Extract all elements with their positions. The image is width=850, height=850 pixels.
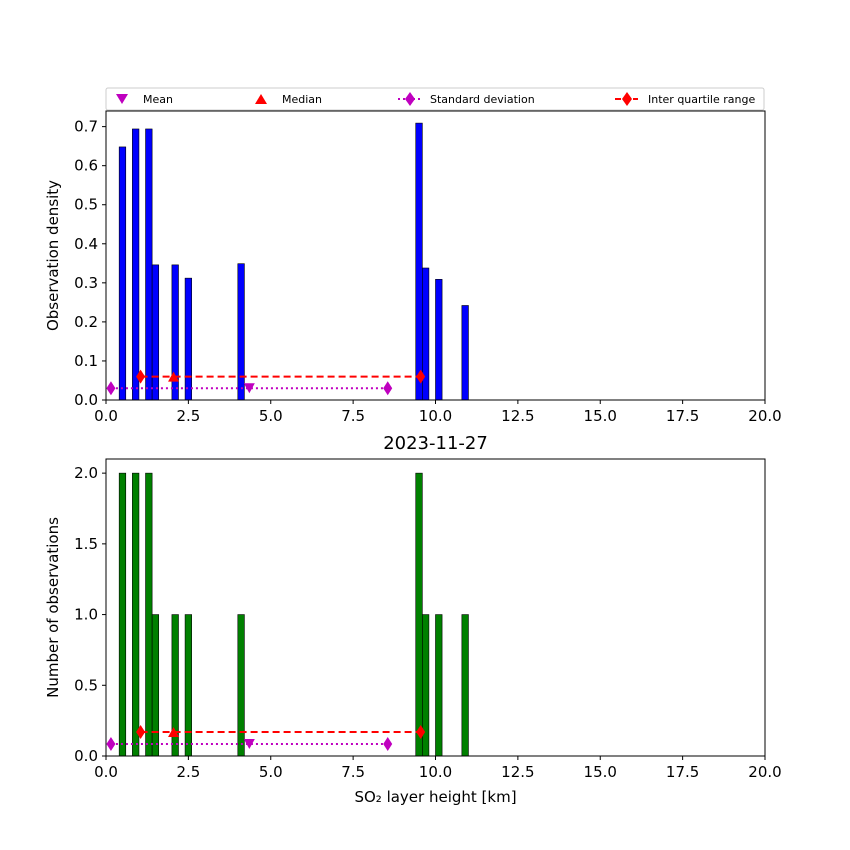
density-median-marker (168, 371, 180, 382)
count-bar-7 (237, 614, 245, 757)
count-bar-6 (184, 614, 192, 757)
count-x-tick-label-9: 20.0 (748, 763, 781, 781)
legend-frame (105, 87, 765, 111)
density-x-tick-label-5: 10.0 (419, 407, 452, 425)
density-y-ticks: 0.0 0.1 0.2 0.3 0.4 0.5 0.6 0.7 (74, 118, 106, 409)
count-chart-title: 2023-11-27 (383, 433, 488, 454)
density-x-tick-label-8: 17.5 (666, 407, 699, 425)
count-bars (118, 472, 469, 757)
density-x-tick-label-6: 12.5 (501, 407, 534, 425)
count-x-axis-label: SO₂ layer height [km] (354, 788, 516, 806)
count-x-tick-label-8: 17.5 (666, 763, 699, 781)
legend-label-mean: Mean (143, 93, 173, 106)
density-x-ticks: 0.0 2.5 5.0 7.5 10.0 12.5 15.0 17.5 20.0 (94, 400, 782, 425)
count-mean-marker (243, 738, 255, 749)
density-bar-11 (461, 305, 469, 401)
count-std-marker-2 (383, 736, 393, 751)
count-bar-4 (151, 614, 160, 757)
density-stats (106, 369, 426, 396)
count-y-tick-label-4: 1.5 (74, 535, 98, 553)
density-bar-4 (151, 264, 160, 401)
count-iqr-marker-1 (136, 724, 146, 739)
density-y-tick-label-2: 0.1 (74, 352, 98, 370)
density-bar-10 (435, 279, 443, 401)
count-x-tick-label-2: 2.5 (176, 763, 200, 781)
count-median-marker (168, 726, 180, 737)
density-std-marker-1 (106, 381, 116, 396)
density-std-marker-2 (383, 381, 393, 396)
legend-label-std: Standard deviation (430, 93, 535, 106)
count-x-tick-label-7: 15.0 (584, 763, 617, 781)
count-y-tick-label-5: 2.0 (74, 464, 98, 482)
iqr-marker-icon (622, 92, 632, 106)
legend-entry-median: Median (255, 93, 322, 106)
count-y-tick-label-2: 0.5 (74, 676, 98, 694)
legend-label-iqr: Inter quartile range (648, 93, 755, 106)
density-iqr-marker-2 (416, 369, 426, 384)
density-mean-marker (243, 383, 255, 394)
density-x-tick-label-3: 5.0 (259, 407, 283, 425)
legend-entry-std: Standard deviation (398, 92, 535, 106)
median-marker-icon (255, 94, 267, 104)
density-y-tick-label-4: 0.3 (74, 274, 98, 292)
density-bar-7 (237, 263, 245, 401)
density-x-tick-label-1: 0.0 (94, 407, 118, 425)
count-y-tick-label-1: 0.0 (74, 747, 98, 765)
density-bar-8 (415, 122, 423, 401)
count-bar-3 (145, 472, 153, 757)
density-y-axis-label: Observation density (44, 180, 62, 331)
density-y-tick-label-6: 0.5 (74, 196, 98, 214)
density-bars (118, 122, 469, 401)
density-bar-6 (184, 277, 192, 401)
count-histogram-panel: 2023-11-27 0.0 2.5 5.0 7.5 10.0 12.5 15.0 17.5 2… (44, 433, 782, 806)
count-bar-8 (415, 472, 423, 757)
count-std-marker-1 (106, 736, 116, 751)
count-x-ticks: 0.0 2.5 5.0 7.5 10.0 12.5 15.0 17.5 20.0 (94, 756, 782, 781)
legend: Mean Median Standard deviation Inter qua… (105, 87, 765, 111)
count-y-axis-label: Number of observations (44, 517, 62, 698)
count-x-tick-label-3: 5.0 (259, 763, 283, 781)
count-y-tick-label-3: 1.0 (74, 606, 98, 624)
count-bar-11 (461, 614, 469, 757)
count-x-tick-label-5: 10.0 (419, 763, 452, 781)
density-iqr-marker-1 (136, 369, 146, 384)
legend-label-median: Median (282, 93, 322, 106)
density-y-tick-label-5: 0.4 (74, 235, 98, 253)
density-bar-2 (132, 128, 140, 401)
density-bar-9 (422, 267, 430, 401)
density-bar-3 (145, 128, 153, 401)
mean-marker-icon (116, 94, 128, 104)
count-bar-1 (118, 472, 127, 757)
density-bar-1 (118, 146, 127, 401)
std-marker-icon (405, 92, 415, 106)
density-histogram-panel: 0.0 2.5 5.0 7.5 10.0 12.5 15.0 17.5 20.0 0.00.10… (44, 110, 782, 425)
density-y-tick-label-3: 0.2 (74, 313, 98, 331)
legend-entry-iqr: Inter quartile range (615, 92, 755, 106)
count-stats (106, 724, 426, 751)
density-x-tick-label-9: 20.0 (748, 407, 781, 425)
density-x-tick-label-7: 15.0 (584, 407, 617, 425)
density-x-tick-label-2: 2.5 (176, 407, 200, 425)
count-x-tick-label-6: 12.5 (501, 763, 534, 781)
density-y-tick-label-7: 0.6 (74, 157, 98, 175)
count-x-tick-label-1: 0.0 (94, 763, 118, 781)
count-bar-2 (132, 472, 140, 757)
density-y-tick-label-1: 0.0 (74, 391, 98, 409)
count-bar-10 (435, 614, 443, 757)
legend-entry-mean: Mean (116, 93, 173, 106)
count-x-tick-label-4: 7.5 (341, 763, 365, 781)
density-x-tick-label-4: 7.5 (341, 407, 365, 425)
density-y-tick-label-8: 0.7 (74, 118, 98, 136)
count-y-ticks: 0.0 0.5 1.0 1.5 2.0 (74, 464, 106, 765)
count-iqr-marker-2 (416, 724, 426, 739)
